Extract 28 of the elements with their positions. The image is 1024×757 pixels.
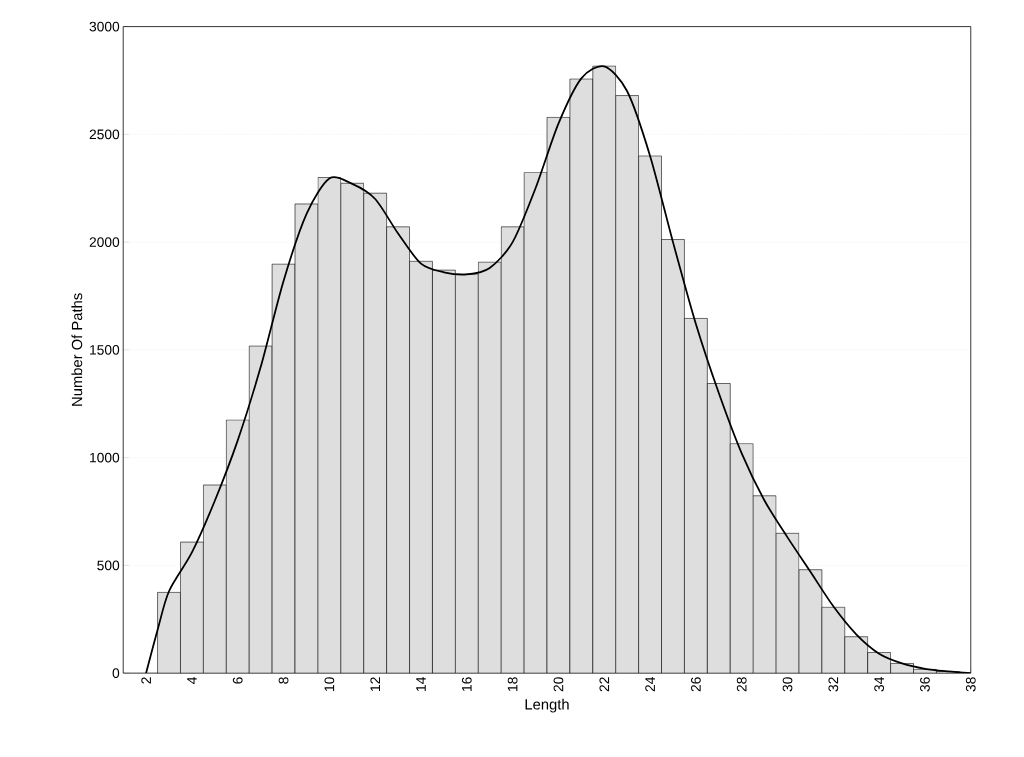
x-tick-label: 8 [278, 677, 289, 684]
x-tick-label: 22 [599, 677, 610, 692]
x-tick-label: 6 [232, 677, 243, 684]
y-tick-label: 1500 [90, 345, 120, 355]
x-tick-label: 16 [461, 677, 472, 691]
y-axis-title: Number Of Paths [71, 293, 83, 406]
x-tick-label: 36 [920, 677, 930, 692]
x-tick-label: 34 [874, 677, 885, 692]
y-tick-label: 500 [97, 560, 120, 571]
y-tick-label: 0 [112, 668, 120, 679]
x-tick-label: 14 [416, 677, 426, 691]
x-tick-label: 4 [187, 677, 197, 685]
x-tick-label: 18 [507, 677, 518, 691]
x-tick-label: 28 [736, 677, 747, 692]
y-tick-label: 1000 [90, 452, 120, 463]
x-axis-title: Length [525, 698, 569, 713]
y-tick-label: 3000 [89, 21, 120, 32]
x-tick-label: 24 [645, 677, 655, 692]
y-tick-label: 2000 [89, 237, 120, 248]
x-tick-label: 12 [370, 677, 380, 691]
x-tick-label: 20 [553, 677, 564, 692]
x-tick-label: 30 [782, 677, 793, 692]
x-tick-label: 2 [141, 677, 151, 684]
x-tick-label: 10 [324, 677, 335, 691]
x-tick-label: 32 [828, 677, 839, 692]
x-tick-label: 38 [965, 677, 976, 692]
y-tick-label: 2500 [89, 129, 120, 140]
x-tick-label: 26 [690, 677, 701, 692]
